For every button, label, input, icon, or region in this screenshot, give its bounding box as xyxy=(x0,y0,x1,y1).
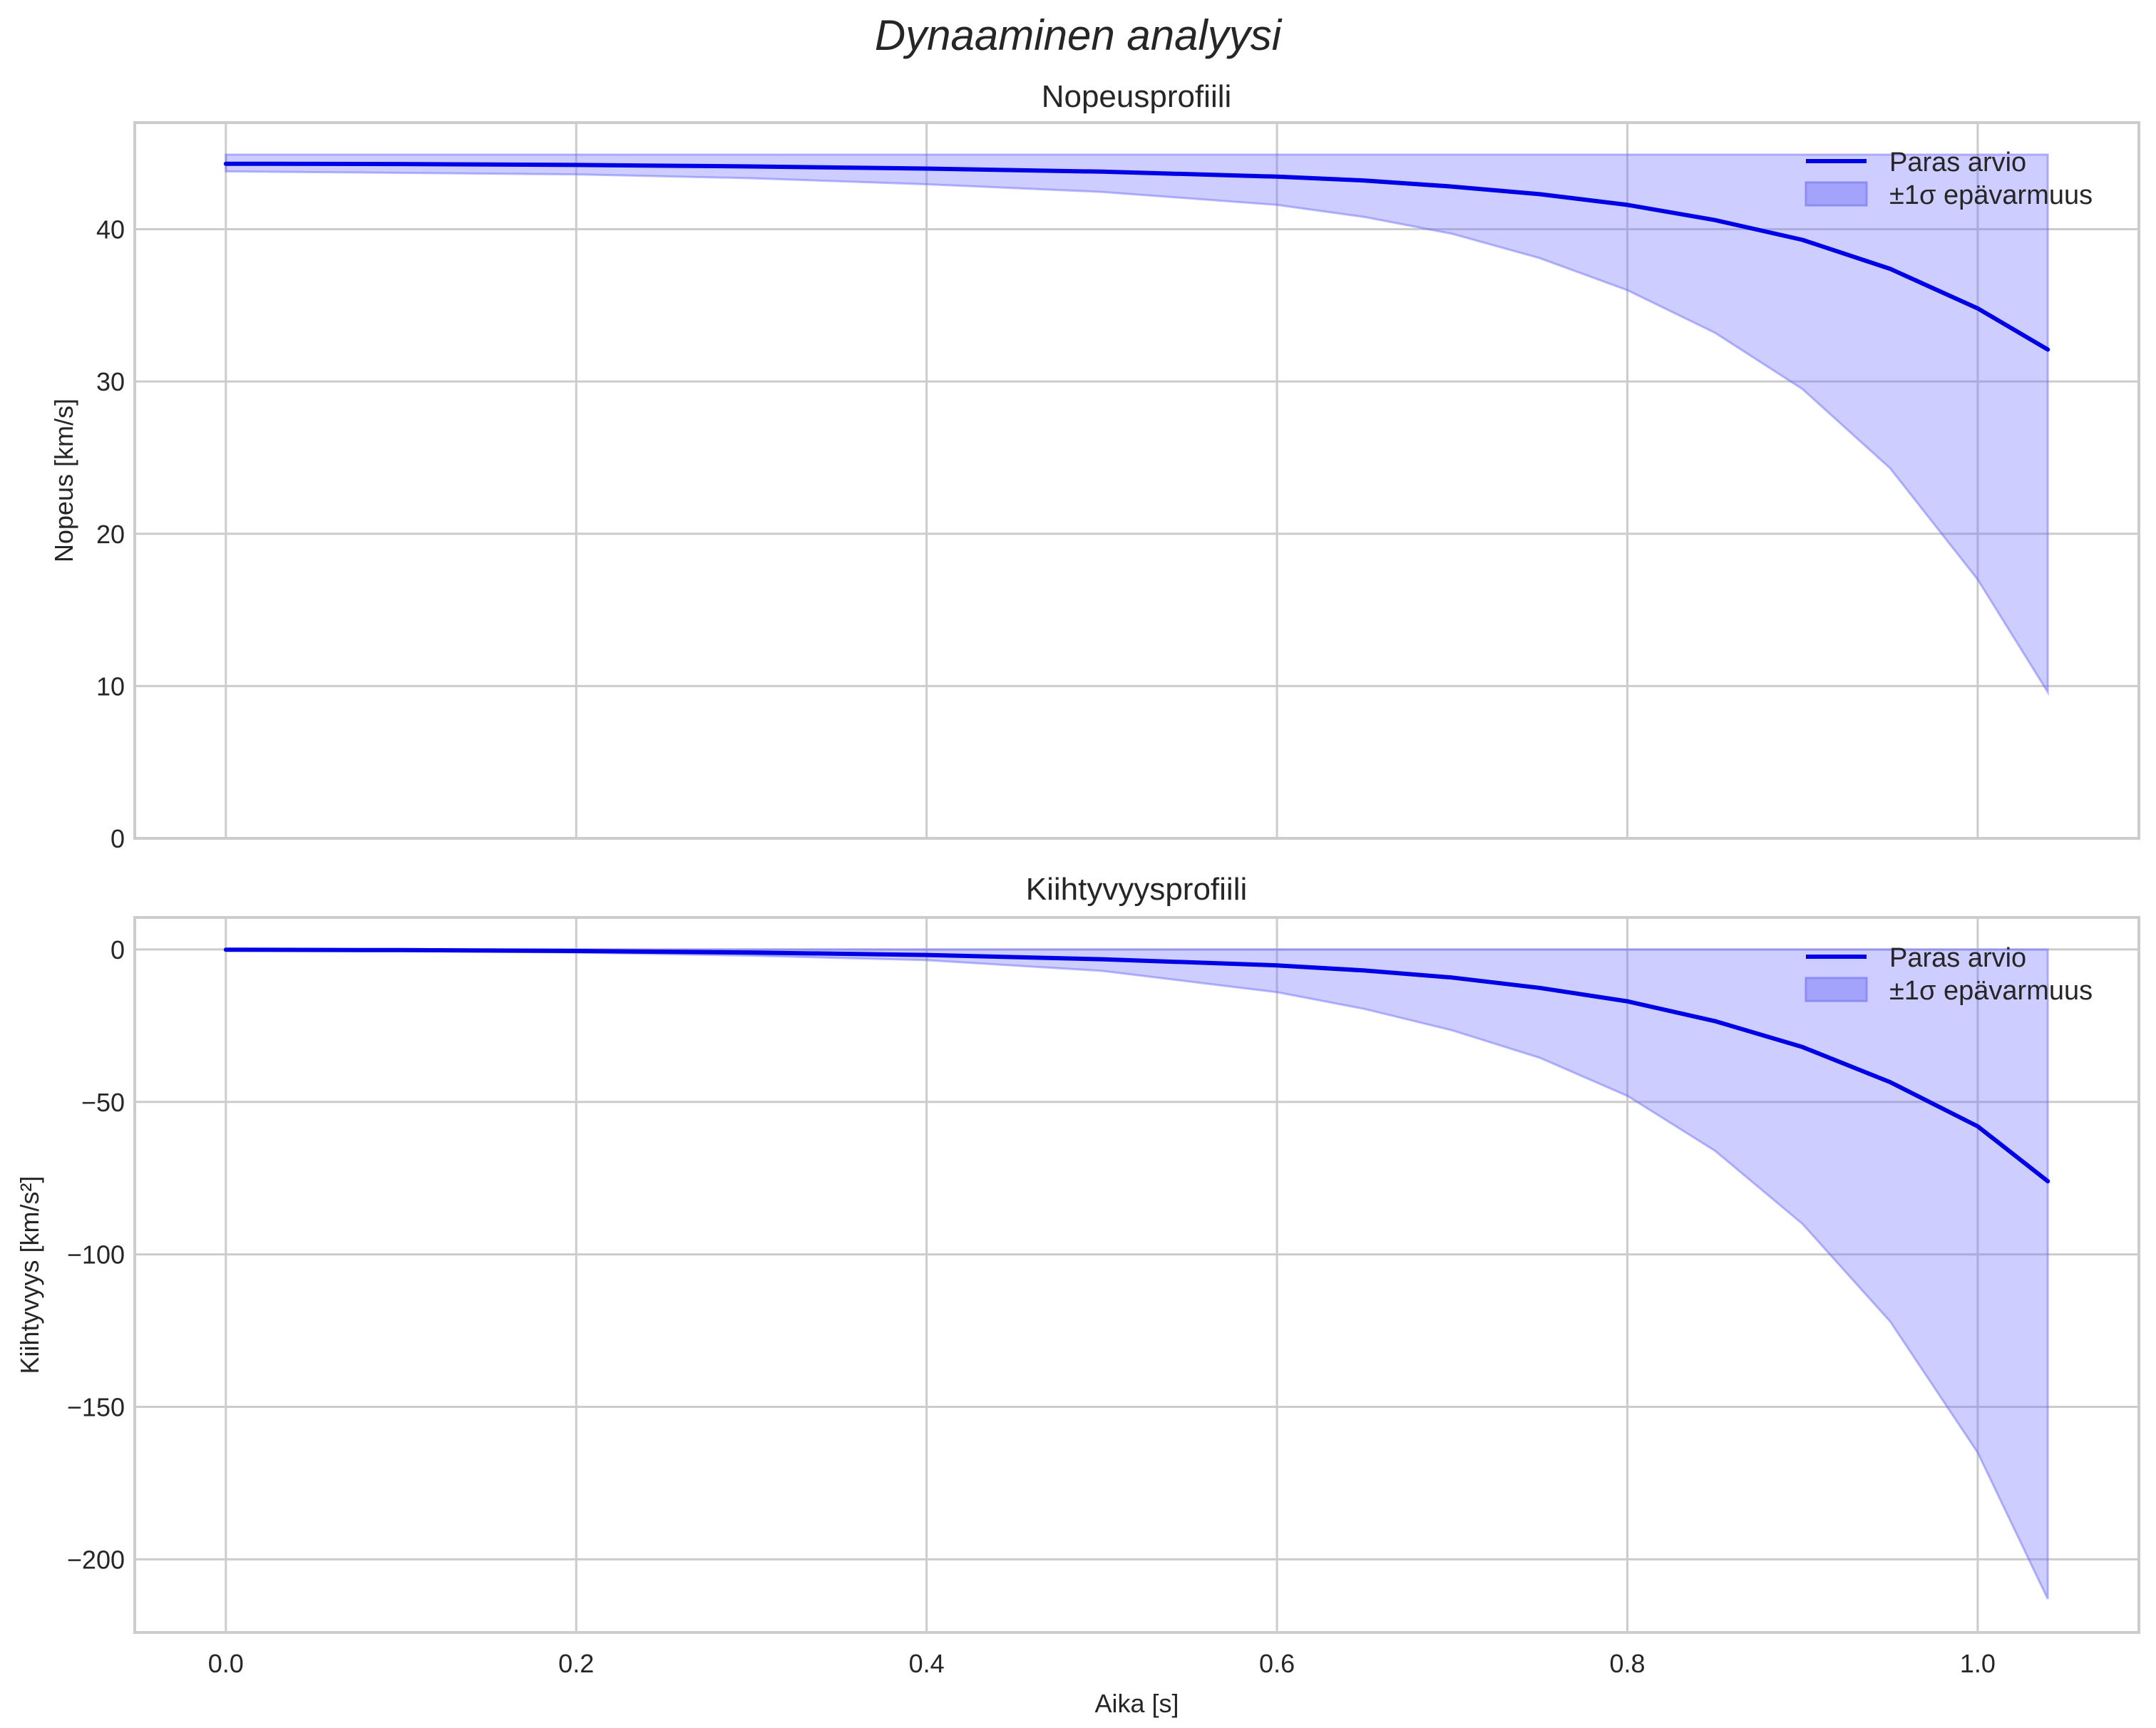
y-tick-label: −100 xyxy=(67,1240,125,1270)
legend-label-uncertainty: ±1σ epävarmuus xyxy=(1889,180,2093,210)
legend-band-swatch-icon xyxy=(1805,181,1868,207)
y-tick-label: 40 xyxy=(96,215,125,245)
acceleration-subplot: Kiihtyvyysprofiili 0−50−100−150−200 0.0 0… xyxy=(15,872,2140,1718)
velocity-uncertainty-band xyxy=(225,153,2049,696)
legend-band-swatch-icon xyxy=(1805,977,1868,1002)
acceleration-best-estimate-line xyxy=(223,947,2050,1183)
best-estimate-polyline xyxy=(223,947,2050,1183)
acceleration-y-axis-label: Kiihtyvyys [km/s²] xyxy=(15,1176,44,1374)
x-tick-label: 0.6 xyxy=(1259,1649,1295,1678)
velocity-best-estimate-line xyxy=(223,161,2050,352)
x-axis-label: Aika [s] xyxy=(1094,1689,1179,1718)
y-tick-label: 20 xyxy=(96,520,125,549)
velocity-legend: Paras arvio ±1σ epävarmuus xyxy=(1805,148,2093,210)
x-tick-label: 1.0 xyxy=(1960,1649,1996,1678)
figure-title: Dynaaminen analyysi xyxy=(875,11,1283,59)
y-tick-label: 0 xyxy=(111,824,125,853)
x-tick-label: 0.8 xyxy=(1609,1649,1645,1678)
legend-label-best-estimate: Paras arvio xyxy=(1889,943,2026,973)
y-tick-label: 10 xyxy=(96,672,125,701)
y-tick-label: 0 xyxy=(111,935,125,965)
acceleration-legend: Paras arvio ±1σ epävarmuus xyxy=(1805,943,2093,1006)
velocity-axes-frame xyxy=(133,121,2140,840)
acceleration-x-tick-labels: 0.0 0.2 0.4 0.6 0.8 1.0 xyxy=(208,1649,1996,1678)
y-tick-label: −150 xyxy=(67,1392,125,1421)
uncertainty-band-area xyxy=(225,153,2049,696)
acceleration-uncertainty-band xyxy=(225,948,2049,1600)
x-tick-label: 0.0 xyxy=(208,1649,244,1678)
x-tick-label: 0.4 xyxy=(909,1649,945,1678)
y-tick-label: −50 xyxy=(81,1088,125,1117)
acceleration-y-tick-labels: 0 −50 −100 −150 −200 xyxy=(67,935,125,1574)
velocity-subplot-title: Nopeusprofiili xyxy=(1042,79,1232,114)
velocity-y-tick-labels: 0 10 20 30 40 xyxy=(96,215,125,853)
acceleration-axes-frame xyxy=(133,916,2140,1634)
uncertainty-band-area xyxy=(225,948,2049,1600)
y-tick-label: 30 xyxy=(96,367,125,396)
x-tick-label: 0.2 xyxy=(558,1649,594,1678)
acceleration-subplot-title: Kiihtyvyysprofiili xyxy=(1026,872,1248,907)
velocity-subplot: Nopeusprofiili 0 10 20 30 40 Nopeus [km/s] P… xyxy=(49,79,2140,853)
velocity-y-axis-label: Nopeus [km/s] xyxy=(49,398,78,562)
best-estimate-polyline xyxy=(223,161,2050,352)
legend-label-best-estimate: Paras arvio xyxy=(1889,148,2026,178)
legend-label-uncertainty: ±1σ epävarmuus xyxy=(1889,976,2093,1006)
y-tick-label: −200 xyxy=(67,1545,125,1574)
